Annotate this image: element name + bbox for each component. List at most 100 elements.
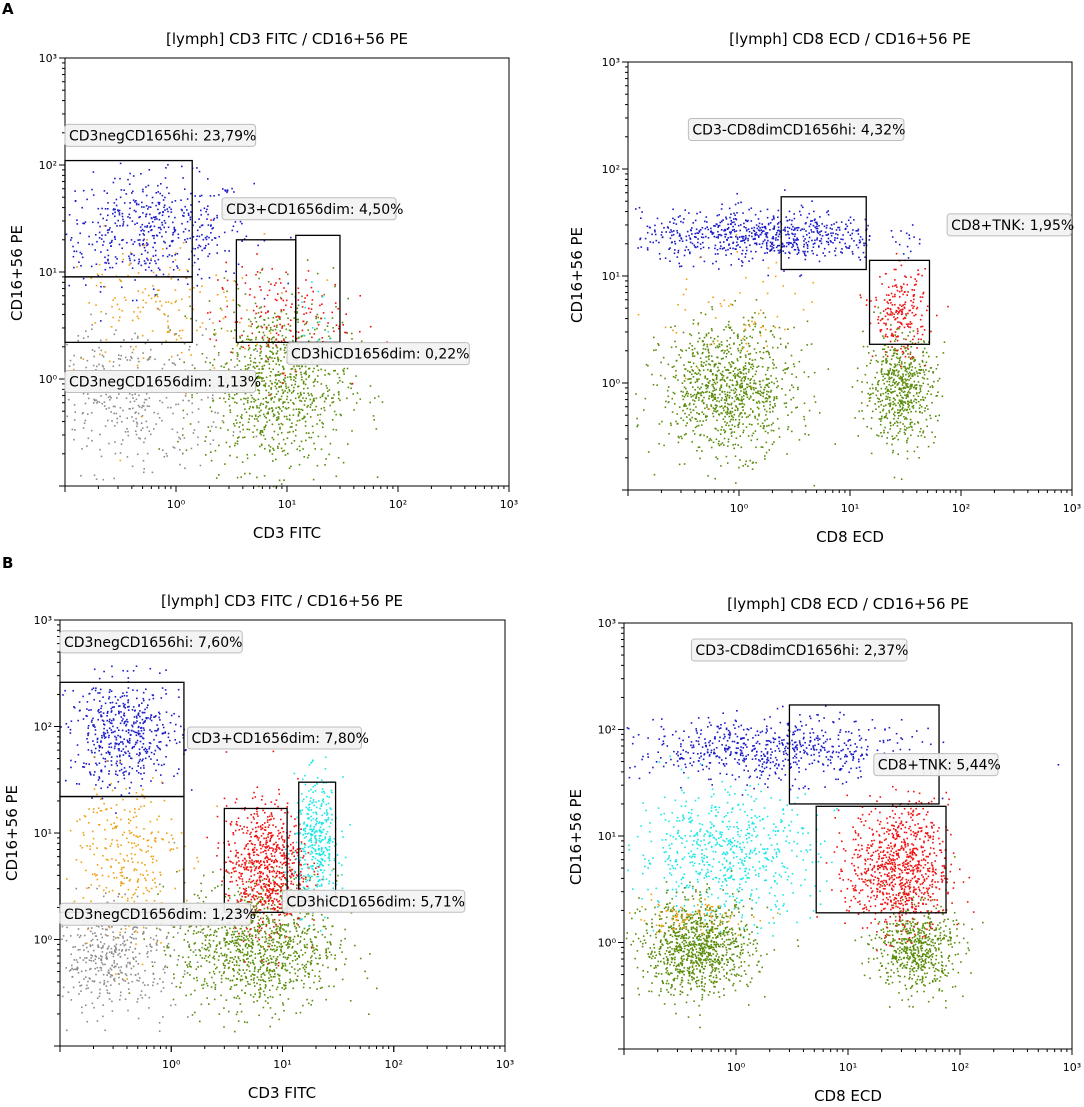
data-point: [280, 447, 283, 450]
data-point: [712, 390, 714, 392]
data-point: [292, 430, 294, 433]
data-point: [765, 350, 768, 353]
data-point: [292, 339, 294, 342]
data-point: [787, 328, 789, 330]
data-point: [808, 409, 811, 412]
data-point: [834, 250, 836, 252]
data-point: [768, 395, 770, 397]
data-point: [310, 286, 313, 289]
data-point: [740, 240, 742, 242]
data-point: [750, 378, 752, 380]
data-point: [706, 378, 709, 380]
data-point: [73, 250, 75, 253]
data-point: [747, 237, 749, 240]
data-point: [889, 421, 892, 424]
data-point: [374, 397, 376, 399]
data-point: [742, 237, 744, 240]
data-point: [155, 300, 157, 303]
data-point: [121, 261, 124, 263]
data-point: [785, 406, 787, 408]
data-point: [765, 451, 768, 454]
data-point: [761, 223, 763, 225]
data-point: [885, 333, 887, 336]
data-point: [901, 399, 903, 402]
data-point: [341, 321, 344, 324]
data-point: [881, 318, 883, 320]
data-point: [891, 443, 893, 446]
data-point: [257, 389, 259, 391]
data-point: [101, 234, 103, 237]
data-point: [825, 234, 828, 236]
data-point: [181, 209, 183, 212]
data-point: [172, 239, 174, 242]
data-point: [145, 213, 147, 216]
data-point: [735, 482, 737, 484]
data-point: [320, 407, 323, 410]
data-point: [102, 355, 105, 358]
data-point: [153, 411, 155, 414]
data-point: [919, 390, 922, 393]
data-point: [751, 410, 754, 412]
data-point: [276, 350, 279, 352]
data-point: [934, 436, 936, 438]
data-point: [134, 393, 136, 395]
data-point: [677, 441, 680, 444]
data-point: [938, 414, 940, 417]
data-point: [907, 395, 909, 398]
data-point: [163, 240, 165, 243]
data-point: [769, 222, 772, 224]
data-point: [906, 283, 909, 286]
data-point: [900, 363, 903, 365]
data-point: [74, 429, 76, 431]
data-point: [877, 318, 879, 321]
data-point: [775, 234, 778, 236]
data-point: [792, 238, 795, 240]
data-point: [892, 403, 895, 406]
data-point: [685, 424, 687, 427]
data-point: [173, 447, 176, 449]
data-point: [808, 212, 810, 215]
data-point: [875, 387, 877, 389]
data-point: [245, 397, 247, 400]
data-point: [308, 307, 310, 310]
data-point: [196, 167, 198, 169]
data-point: [778, 427, 780, 430]
data-point: [913, 360, 915, 363]
data-point: [683, 364, 685, 366]
data-point: [715, 377, 718, 379]
data-point: [810, 229, 812, 231]
data-point: [251, 415, 253, 418]
data-point: [120, 716, 123, 718]
data-point: [154, 260, 156, 262]
data-point: [710, 227, 712, 230]
data-point: [730, 412, 732, 415]
data-point: [285, 415, 288, 418]
data-point: [759, 309, 762, 312]
data-point: [234, 444, 236, 447]
data-point: [145, 242, 148, 244]
data-point: [199, 195, 201, 197]
data-point: [120, 345, 122, 348]
data-point: [798, 210, 801, 213]
data-point: [901, 396, 903, 399]
data-point: [134, 412, 136, 414]
data-point: [197, 443, 199, 446]
data-point: [809, 223, 812, 225]
data-point: [866, 299, 868, 301]
data-point: [145, 215, 147, 218]
data-point: [741, 377, 743, 380]
data-point: [914, 342, 917, 345]
data-point: [290, 378, 292, 381]
data-point: [742, 465, 744, 467]
data-point: [124, 356, 127, 359]
data-point: [284, 401, 286, 403]
data-point: [183, 215, 185, 217]
data-point: [303, 392, 305, 394]
data-point: [728, 386, 731, 389]
data-point: [740, 390, 742, 392]
data-point: [360, 340, 363, 343]
data-point: [772, 346, 774, 349]
data-point: [911, 311, 914, 314]
data-point: [114, 222, 117, 225]
data-point: [697, 391, 699, 394]
